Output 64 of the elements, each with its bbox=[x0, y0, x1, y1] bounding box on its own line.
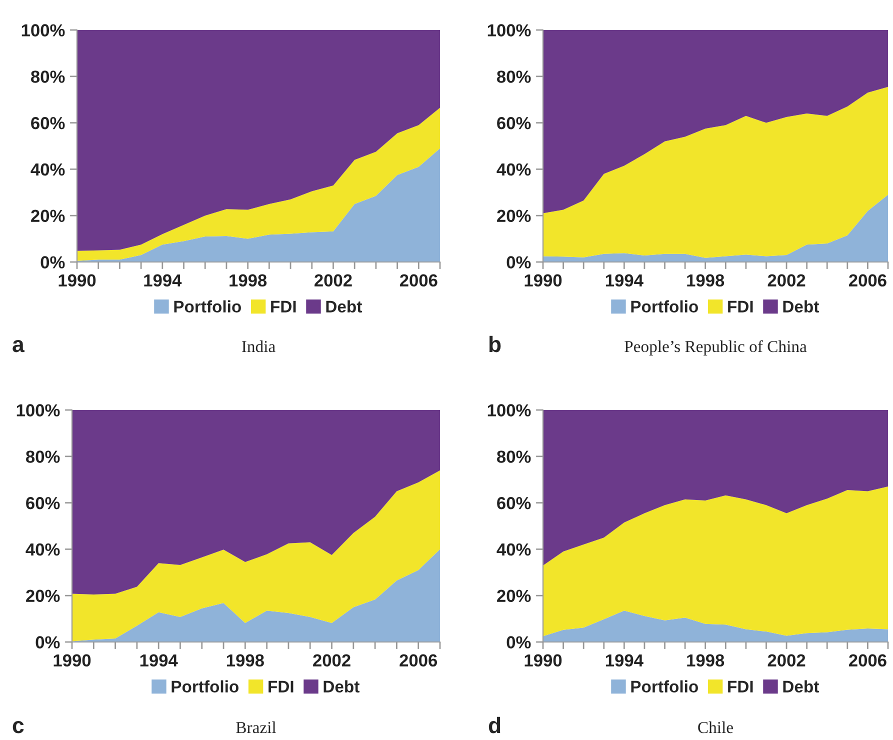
y-tick-label: 40% bbox=[496, 543, 531, 556]
y-tick-label: 80% bbox=[497, 70, 531, 83]
x-tick-label: 2002 bbox=[768, 654, 806, 667]
x-tick-label: 2002 bbox=[768, 274, 806, 287]
x-tick-label: 1990 bbox=[58, 274, 96, 287]
x-tick-label: 2006 bbox=[400, 654, 438, 667]
x-tick-label: 2006 bbox=[400, 274, 438, 287]
x-tick-label: 1998 bbox=[687, 654, 724, 667]
legend-label: Portfolio bbox=[174, 300, 241, 313]
text: India bbox=[242, 340, 276, 352]
y-tick-label: 40% bbox=[26, 543, 60, 556]
y-tick-label: 20% bbox=[31, 210, 65, 222]
x-tick-label: 2002 bbox=[314, 274, 352, 287]
y-tick-label: 0% bbox=[36, 636, 60, 648]
legend-label: Portfolio bbox=[631, 300, 698, 313]
x-tick-label: 1990 bbox=[524, 654, 562, 667]
x-tick-label: 1994 bbox=[606, 654, 644, 667]
legend-label: Debt bbox=[783, 300, 819, 313]
legend-label: Debt bbox=[783, 680, 819, 693]
text: Chile bbox=[698, 721, 733, 734]
y-tick-label: 20% bbox=[26, 590, 60, 602]
x-tick-label: 1998 bbox=[226, 654, 264, 667]
x-tick-label: 1990 bbox=[54, 654, 91, 667]
y-tick-label: 40% bbox=[30, 163, 65, 176]
x-tick-label: 2002 bbox=[313, 654, 350, 667]
legend-label: Portfolio bbox=[631, 680, 698, 693]
y-tick-label: 60% bbox=[26, 496, 60, 510]
x-tick-label: 1998 bbox=[687, 274, 724, 287]
y-tick-label: 100% bbox=[16, 404, 60, 416]
text: b bbox=[489, 336, 501, 352]
y-tick-label: 20% bbox=[497, 590, 531, 602]
x-tick-label: 1994 bbox=[606, 274, 644, 287]
text: People’s Republic of China bbox=[624, 340, 807, 356]
y-tick-label: 100% bbox=[22, 24, 65, 36]
x-tick-label: 1994 bbox=[144, 274, 182, 287]
x-tick-label: 1994 bbox=[140, 654, 178, 667]
y-tick-label: 40% bbox=[496, 163, 531, 176]
legend-label: FDI bbox=[728, 300, 753, 312]
x-tick-label: 2006 bbox=[849, 274, 886, 287]
y-tick-label: 100% bbox=[488, 404, 531, 416]
legend-label: Portfolio bbox=[172, 680, 238, 693]
legend-label: FDI bbox=[728, 680, 753, 692]
y-tick-label: 80% bbox=[26, 450, 60, 463]
legend-label: Debt bbox=[324, 680, 360, 693]
y-tick-label: 0% bbox=[506, 636, 531, 648]
y-tick-label: 60% bbox=[497, 496, 531, 510]
y-tick-label: 20% bbox=[497, 210, 531, 222]
text: d bbox=[488, 716, 500, 734]
x-tick-label: 1998 bbox=[230, 274, 267, 287]
x-tick-label: 2006 bbox=[849, 654, 886, 667]
y-tick-label: 80% bbox=[497, 450, 531, 463]
text: Brazil bbox=[236, 721, 276, 734]
legend-label: FDI bbox=[271, 300, 296, 312]
text: c bbox=[12, 721, 24, 734]
legend-label: Debt bbox=[326, 300, 362, 313]
y-tick-label: 80% bbox=[31, 70, 65, 83]
y-tick-label: 0% bbox=[506, 256, 531, 268]
x-tick-label: 1990 bbox=[524, 274, 562, 287]
y-tick-label: 100% bbox=[488, 24, 531, 36]
y-tick-label: 60% bbox=[497, 116, 531, 130]
y-tick-label: 60% bbox=[31, 116, 65, 130]
text: a bbox=[12, 340, 24, 352]
legend-label: FDI bbox=[268, 680, 294, 692]
y-tick-label: 0% bbox=[40, 256, 65, 268]
